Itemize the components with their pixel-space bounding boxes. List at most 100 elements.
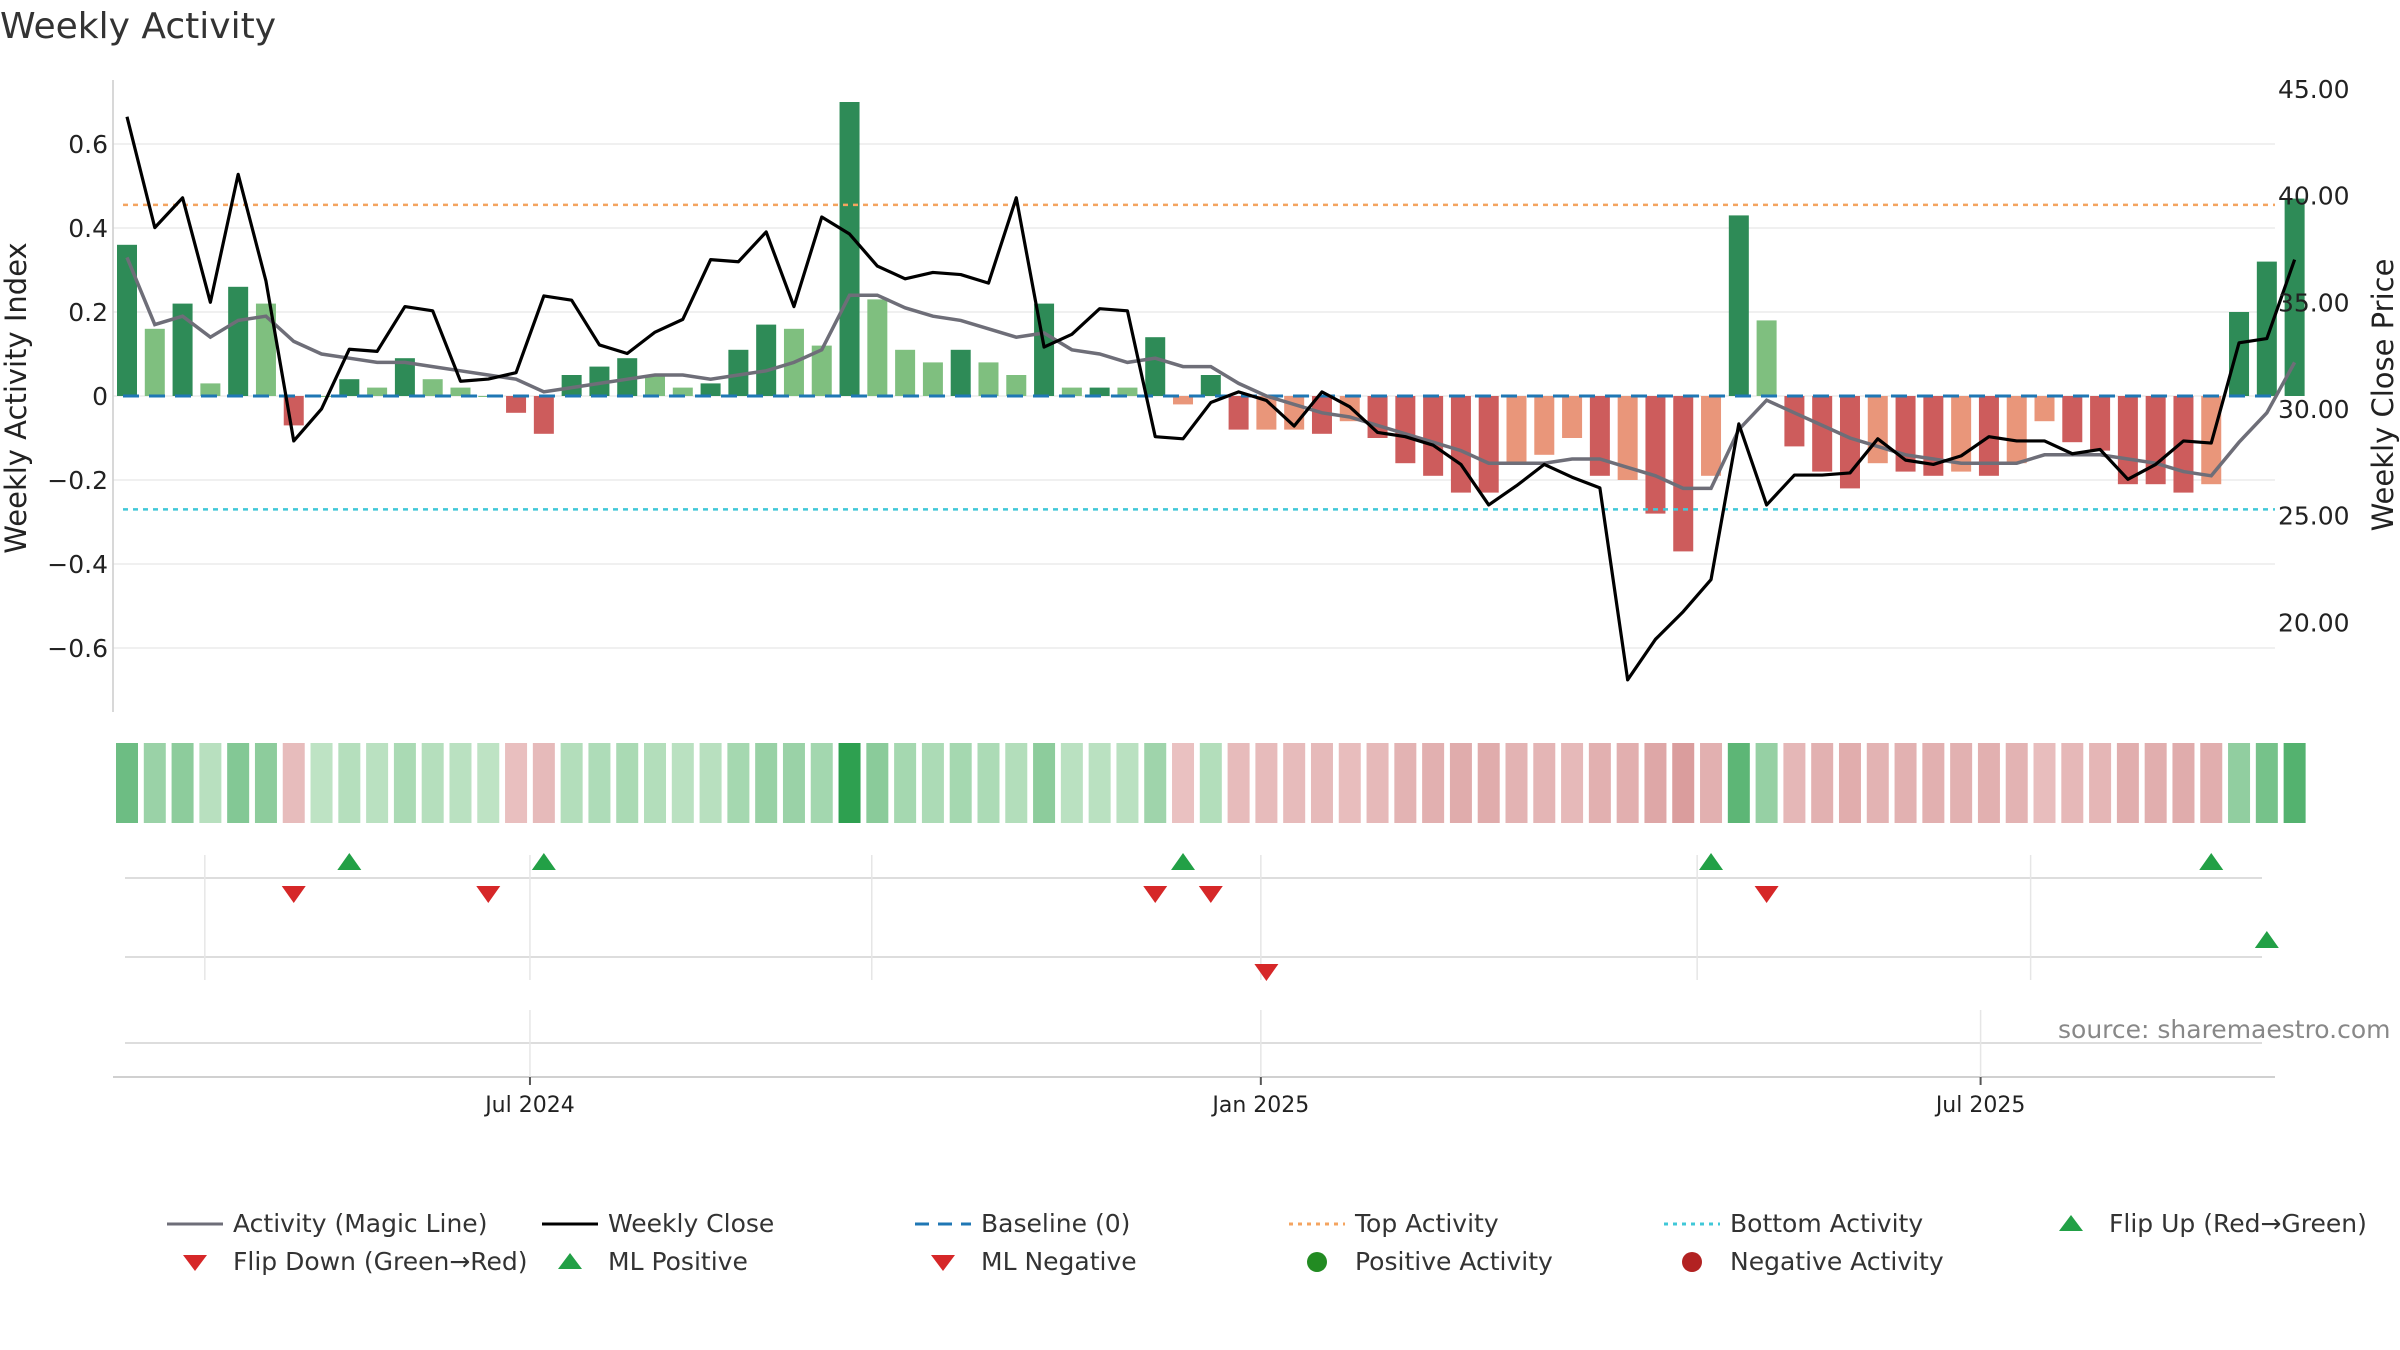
heat-cell xyxy=(2116,743,2139,823)
heat-cell xyxy=(1977,743,2000,823)
heat-cell xyxy=(755,743,778,823)
activity-bar xyxy=(1145,337,1166,396)
heat-cell xyxy=(1616,743,1639,823)
heat-cell xyxy=(810,743,833,823)
heat-cell xyxy=(1894,743,1917,823)
heat-cell xyxy=(2200,743,2223,823)
activity-bar xyxy=(2062,396,2083,443)
heat-cell xyxy=(1005,743,1028,823)
heat-cell xyxy=(1838,743,1861,823)
y-tick-label: 0 xyxy=(92,382,108,411)
y-tick-label: 0.4 xyxy=(68,214,108,243)
heat-cell xyxy=(616,743,639,823)
y2-tick-label: 40.00 xyxy=(2278,182,2350,211)
heat-cell xyxy=(2144,743,2167,823)
activity-heat-strip xyxy=(116,743,2306,823)
heat-cell xyxy=(2228,743,2251,823)
heat-cell xyxy=(977,743,1000,823)
heat-cell xyxy=(1922,743,1945,823)
heat-cell xyxy=(2172,743,2195,823)
heat-cell xyxy=(2061,743,2084,823)
heat-cell xyxy=(227,743,250,823)
activity-bar xyxy=(1589,396,1610,476)
activity-bar xyxy=(978,362,999,396)
heat-cell xyxy=(1644,743,1667,823)
activity-bar xyxy=(2006,396,2027,464)
heat-cell xyxy=(644,743,667,823)
activity-bar xyxy=(1673,396,1694,552)
magic-line-series xyxy=(125,256,2297,491)
left-axis-label: Weekly Activity Index xyxy=(0,242,33,553)
heat-cell xyxy=(1255,743,1278,823)
activity-bar xyxy=(144,328,165,396)
flip-down-marker xyxy=(1143,886,1168,903)
heat-cell xyxy=(1533,743,1556,823)
activity-bar xyxy=(922,362,943,396)
activity-bar xyxy=(867,299,888,396)
activity-bar xyxy=(839,102,860,396)
heat-cell xyxy=(1033,743,1056,823)
y2-tick-label: 45.00 xyxy=(2278,75,2350,104)
activity-bar xyxy=(1200,375,1221,396)
heat-cell xyxy=(560,743,583,823)
activity-bar xyxy=(1617,396,1638,480)
reference-lines xyxy=(123,203,2275,511)
activity-bar xyxy=(228,286,249,396)
activity-bar xyxy=(728,349,749,396)
activity-bar xyxy=(2284,198,2305,396)
y-tick-label: 0.6 xyxy=(68,130,108,159)
activity-bar xyxy=(1728,215,1749,396)
heat-cell xyxy=(699,743,722,823)
flip-up-marker xyxy=(1699,853,1724,870)
activity-bar xyxy=(172,303,193,396)
flip-up-marker xyxy=(337,853,362,870)
heat-cell xyxy=(1783,743,1806,823)
activity-bar xyxy=(1534,396,1555,455)
activity-bar xyxy=(311,396,332,397)
y-tick-label: −0.4 xyxy=(47,550,108,579)
heat-cell xyxy=(1366,743,1389,823)
activity-bar xyxy=(1867,396,1888,464)
activity-bar xyxy=(2090,396,2111,451)
weekly-close-series xyxy=(125,116,2297,682)
activity-bar xyxy=(1173,396,1194,405)
heat-cell xyxy=(171,743,194,823)
activity-bars xyxy=(117,102,2305,552)
source-credit: source: sharemaestro.com xyxy=(2058,1015,2391,1044)
heat-cell xyxy=(1950,743,1973,823)
activity-bar xyxy=(506,396,527,413)
activity-bar xyxy=(1701,396,1722,476)
heat-cell xyxy=(1477,743,1500,823)
activity-bar xyxy=(1117,387,1138,396)
ml-negative-marker xyxy=(1254,964,1279,981)
ml-positive-marker xyxy=(2254,931,2279,948)
activity-bar xyxy=(811,345,832,396)
heat-cell xyxy=(116,743,138,823)
activity-bar xyxy=(1478,396,1499,493)
heat-cell xyxy=(1588,743,1611,823)
heat-cell xyxy=(727,743,750,823)
activity-bar xyxy=(895,349,916,396)
activity-bar xyxy=(2229,312,2250,396)
activity-bar xyxy=(367,387,388,396)
activity-bar xyxy=(1812,396,1833,472)
y2-tick-label: 20.00 xyxy=(2278,608,2350,637)
heat-cell xyxy=(1394,743,1417,823)
heat-cell xyxy=(1700,743,1723,823)
activity-bar xyxy=(672,387,693,396)
x-tick-label: Jul 2024 xyxy=(483,1093,575,1118)
heat-cell xyxy=(1088,743,1111,823)
activity-bar xyxy=(200,383,221,396)
activity-bar xyxy=(645,375,666,396)
heat-cell xyxy=(1672,743,1695,823)
activity-bar xyxy=(1061,387,1082,396)
heat-cell xyxy=(532,743,555,823)
x-tick-label: Jul 2025 xyxy=(1934,1093,2026,1118)
heat-cell xyxy=(1811,743,1834,823)
activity-bar xyxy=(450,387,471,396)
heat-cell xyxy=(866,743,889,823)
heat-cell xyxy=(1449,743,1472,823)
heat-cell xyxy=(1727,743,1750,823)
heat-cell xyxy=(1422,743,1445,823)
